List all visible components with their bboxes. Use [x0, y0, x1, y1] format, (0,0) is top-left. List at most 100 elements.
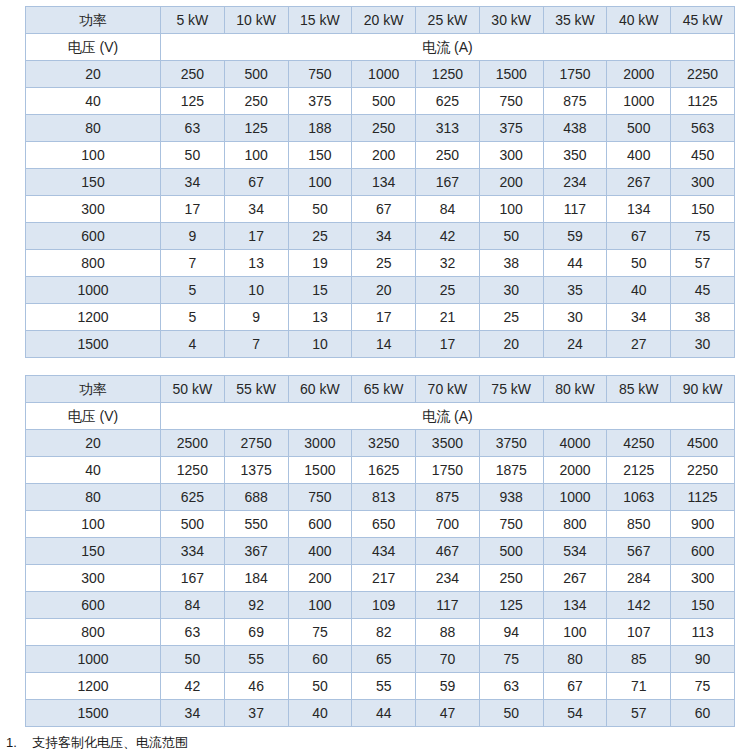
current-value-cell: 75: [479, 646, 543, 673]
current-value-cell: 13: [288, 304, 352, 331]
current-value-cell: 688: [224, 484, 288, 511]
current-value-cell: 2750: [224, 430, 288, 457]
current-value-cell: 107: [607, 619, 671, 646]
current-value-cell: 4250: [607, 430, 671, 457]
table-row: 4012525037550062575087510001125: [26, 88, 735, 115]
current-value-cell: 20: [352, 277, 416, 304]
current-value-cell: 500: [161, 511, 225, 538]
current-header-cell: 电流 (A): [161, 403, 735, 430]
table-row: 60091725344250596775: [26, 223, 735, 250]
current-value-cell: 35: [543, 277, 607, 304]
current-value-cell: 50: [607, 250, 671, 277]
current-value-cell: 875: [416, 484, 480, 511]
current-value-cell: 5: [161, 304, 225, 331]
current-value-cell: 134: [352, 169, 416, 196]
current-value-cell: 500: [607, 115, 671, 142]
current-value-cell: 10: [288, 331, 352, 358]
current-value-cell: 938: [479, 484, 543, 511]
current-value-cell: 20: [479, 331, 543, 358]
power-column-header: 40 kW: [607, 7, 671, 34]
current-value-cell: 438: [543, 115, 607, 142]
units-header-row: 电压 (V)电流 (A): [26, 34, 735, 61]
voltage-cell: 150: [26, 538, 161, 565]
current-value-cell: 2250: [671, 457, 735, 484]
current-value-cell: 42: [161, 673, 225, 700]
current-value-cell: 45: [671, 277, 735, 304]
current-value-cell: 80: [543, 646, 607, 673]
current-value-cell: 4500: [671, 430, 735, 457]
current-value-cell: 27: [607, 331, 671, 358]
current-value-cell: 25: [416, 277, 480, 304]
voltage-cell: 600: [26, 592, 161, 619]
current-value-cell: 313: [416, 115, 480, 142]
current-value-cell: 650: [352, 511, 416, 538]
voltage-cell: 80: [26, 115, 161, 142]
current-value-cell: 250: [224, 88, 288, 115]
current-value-cell: 25: [288, 223, 352, 250]
footnote-number: 1.: [6, 735, 32, 750]
current-value-cell: 450: [671, 142, 735, 169]
current-value-cell: 300: [671, 565, 735, 592]
table-row: 150334367400434467500534567600: [26, 538, 735, 565]
current-value-cell: 750: [288, 61, 352, 88]
current-value-cell: 300: [671, 169, 735, 196]
current-value-cell: 32: [416, 250, 480, 277]
current-value-cell: 1125: [671, 88, 735, 115]
current-value-cell: 24: [543, 331, 607, 358]
current-value-cell: 63: [161, 619, 225, 646]
current-value-cell: 1063: [607, 484, 671, 511]
current-value-cell: 94: [479, 619, 543, 646]
current-value-cell: 63: [161, 115, 225, 142]
table-row: 1000505560657075808590: [26, 646, 735, 673]
current-value-cell: 3000: [288, 430, 352, 457]
current-value-cell: 2500: [161, 430, 225, 457]
current-value-cell: 1000: [607, 88, 671, 115]
current-value-cell: 1875: [479, 457, 543, 484]
current-value-cell: 67: [224, 169, 288, 196]
current-value-cell: 234: [543, 169, 607, 196]
current-value-cell: 40: [288, 700, 352, 727]
current-value-cell: 434: [352, 538, 416, 565]
current-value-cell: 1750: [416, 457, 480, 484]
current-value-cell: 250: [161, 61, 225, 88]
current-value-cell: 9: [161, 223, 225, 250]
current-value-cell: 3750: [479, 430, 543, 457]
current-value-cell: 38: [479, 250, 543, 277]
table-row: 1503467100134167200234267300: [26, 169, 735, 196]
voltage-cell: 20: [26, 430, 161, 457]
current-value-cell: 875: [543, 88, 607, 115]
current-value-cell: 200: [288, 565, 352, 592]
current-value-cell: 3500: [416, 430, 480, 457]
current-value-cell: 850: [607, 511, 671, 538]
voltage-cell: 300: [26, 565, 161, 592]
current-value-cell: 30: [671, 331, 735, 358]
current-value-cell: 50: [479, 223, 543, 250]
power-header-cell: 功率: [26, 376, 161, 403]
current-value-cell: 250: [479, 565, 543, 592]
current-value-cell: 34: [352, 223, 416, 250]
power-header-row: 功率5 kW10 kW15 kW20 kW25 kW30 kW35 kW40 k…: [26, 7, 735, 34]
current-value-cell: 113: [671, 619, 735, 646]
current-value-cell: 1750: [543, 61, 607, 88]
current-value-cell: 44: [543, 250, 607, 277]
voltage-cell: 1200: [26, 673, 161, 700]
current-value-cell: 67: [543, 673, 607, 700]
current-value-cell: 267: [607, 169, 671, 196]
current-value-cell: 2000: [543, 457, 607, 484]
power-column-header: 45 kW: [671, 7, 735, 34]
current-value-cell: 71: [607, 673, 671, 700]
current-value-cell: 88: [416, 619, 480, 646]
current-value-cell: 4000: [543, 430, 607, 457]
current-value-cell: 563: [671, 115, 735, 142]
power-column-header: 55 kW: [224, 376, 288, 403]
table-row: 100500550600650700750800850900: [26, 511, 735, 538]
current-value-cell: 250: [352, 115, 416, 142]
voltage-cell: 100: [26, 511, 161, 538]
current-value-cell: 367: [224, 538, 288, 565]
power-column-header: 90 kW: [671, 376, 735, 403]
current-header-cell: 电流 (A): [161, 34, 735, 61]
table-row: 80071319253238445057: [26, 250, 735, 277]
current-value-cell: 38: [671, 304, 735, 331]
current-value-cell: 500: [352, 88, 416, 115]
table-row: 8063125188250313375438500563: [26, 115, 735, 142]
